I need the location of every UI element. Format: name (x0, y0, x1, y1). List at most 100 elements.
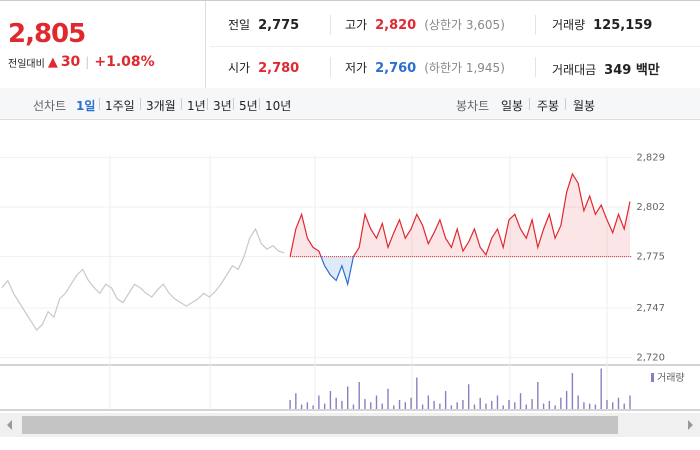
volume-bar (416, 377, 418, 409)
volume-bar (467, 384, 470, 409)
volume-bar (594, 404, 597, 409)
volume-bar (565, 391, 568, 409)
period-tab[interactable]: 월봉 (573, 99, 596, 113)
volume-bar (439, 403, 441, 409)
summary-item: 고가 2,820 (상한가 3,605) (345, 16, 505, 33)
volume-bar (479, 397, 481, 409)
period-tab[interactable]: 1일 (76, 99, 96, 113)
volume-bar (485, 403, 487, 409)
change-rate: +1.08% (94, 54, 155, 70)
volume-bar (289, 400, 291, 409)
volume-bar (410, 397, 412, 409)
divider (535, 15, 536, 35)
price-line-up (289, 172, 631, 257)
volume-bar (606, 400, 608, 409)
summary-value: 125,159 (593, 18, 653, 33)
volume-bar (398, 400, 401, 409)
volume-bar (433, 400, 435, 409)
change-row: 전일대비 ▲ 30 | +1.08% (8, 54, 155, 70)
volume-bar (514, 402, 516, 409)
divider (330, 15, 331, 35)
divider (207, 98, 208, 110)
divider (210, 46, 700, 47)
period-tab[interactable]: 3개월 (146, 99, 176, 113)
summary-note: (하한가 1,945) (424, 61, 505, 75)
chart: 2,720 2,747 2,775 2,802 2,829 거래량 (0, 120, 700, 437)
volume-bar (393, 405, 395, 409)
volume-bar (323, 403, 326, 409)
scroll-thumb[interactable] (22, 416, 618, 434)
scroll-right[interactable] (688, 420, 693, 430)
toolbar-label: 봉차트 (456, 99, 490, 113)
volume-bar (571, 373, 574, 409)
divider (259, 98, 260, 110)
y-tick-label: 2,829 (636, 152, 665, 163)
volume-bar (450, 405, 453, 409)
summary-label: 시가 (228, 61, 251, 75)
summary-item: 시가 2,780 (228, 59, 299, 76)
up-icon: ▲ (47, 54, 58, 70)
scroll-left[interactable] (7, 420, 12, 430)
divider (529, 98, 530, 110)
summary-value: 2,760 (375, 61, 417, 76)
toolbar-label: 선차트 (33, 99, 67, 113)
volume-bar (358, 382, 360, 409)
summary-value: 2,820 (375, 18, 417, 33)
change: 30 (60, 54, 81, 70)
summary-item: 거래대금 349 백만 (552, 59, 660, 78)
volume-bar (318, 395, 320, 409)
y-tick-label: 2,720 (636, 353, 665, 364)
volume-bar (370, 402, 372, 409)
volume-bar (364, 399, 366, 409)
summary-label: 전일 (228, 18, 251, 32)
period-tab[interactable]: 주봉 (537, 99, 560, 113)
summary-label: 거래대금 (552, 63, 597, 77)
period-tab[interactable]: 5년 (239, 99, 258, 113)
area-down (290, 256, 354, 285)
volume-bar (335, 397, 337, 409)
volume-bar (508, 400, 510, 409)
volume-bar (300, 404, 303, 409)
period-tab[interactable]: 10년 (265, 99, 292, 113)
volume-bar (427, 395, 430, 409)
volume-bar (341, 400, 343, 409)
volume-bar (387, 388, 389, 409)
y-tick-label: 2,802 (636, 202, 665, 213)
volume-bar (617, 397, 620, 409)
summary-item: 전일 2,775 (228, 16, 299, 33)
volume-bar (525, 404, 527, 409)
time-grid (109, 155, 608, 410)
volume-bar (629, 395, 631, 409)
divider (233, 98, 234, 110)
volume-bar (462, 400, 464, 409)
volume-bar (519, 393, 522, 409)
volume-bar (295, 393, 297, 409)
period-tab[interactable]: 1년 (187, 99, 206, 113)
period-tab[interactable]: 일봉 (501, 99, 524, 113)
price-line (1, 227, 285, 332)
summary-item: 거래량 125,159 (552, 16, 652, 33)
volume-bar (548, 400, 551, 409)
volume-bar (612, 402, 614, 409)
volume-bar (404, 402, 407, 409)
summary-label: 고가 (345, 18, 368, 32)
divider (140, 98, 141, 110)
quote-box: 2,805 전일대비 ▲ 30 | +1.08% (0, 1, 206, 89)
volume-bar (502, 405, 504, 409)
volume-bar (583, 402, 585, 409)
period-tab[interactable]: 1주일 (105, 99, 135, 113)
plot-bg (0, 120, 700, 365)
volume-bar (444, 391, 447, 409)
summary-label: 저가 (345, 61, 368, 75)
y-tick-label: 2,775 (636, 252, 665, 263)
volume-bar (312, 405, 314, 409)
volume-bar (352, 404, 355, 409)
divider (565, 98, 566, 110)
volume-bar (329, 391, 332, 409)
volume-bar (496, 395, 499, 409)
divider: | (85, 55, 90, 69)
period-tab[interactable]: 3년 (213, 99, 232, 113)
volume-bar (542, 403, 545, 409)
volume-bar (588, 403, 591, 409)
